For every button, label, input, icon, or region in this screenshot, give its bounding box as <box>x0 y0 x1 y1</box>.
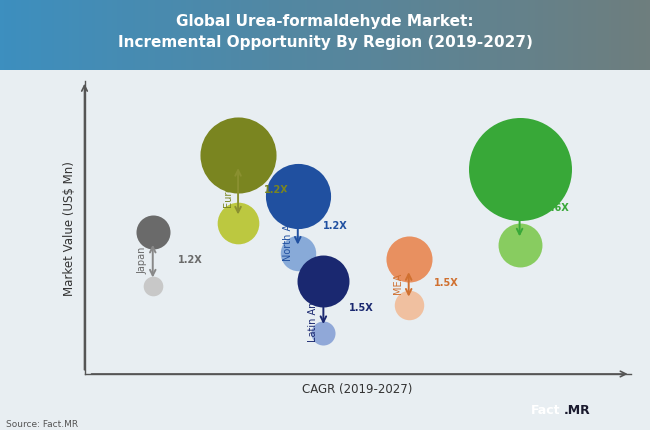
Text: 1.2X: 1.2X <box>178 254 203 264</box>
Point <box>514 166 525 172</box>
Text: Latin America: Latin America <box>308 273 318 341</box>
Y-axis label: Market Value (US$ Mn): Market Value (US$ Mn) <box>63 161 76 295</box>
Text: 1.2X: 1.2X <box>264 184 289 195</box>
Text: APEJ: APEJ <box>504 197 514 218</box>
Text: 1.5X: 1.5X <box>349 302 374 312</box>
Text: 1.2X: 1.2X <box>323 220 348 230</box>
Text: North America: North America <box>283 190 292 261</box>
Point <box>148 229 158 236</box>
Text: Fact: Fact <box>530 403 560 416</box>
Point <box>318 278 328 285</box>
Point <box>233 152 243 159</box>
Text: 1.5X: 1.5X <box>434 278 459 288</box>
X-axis label: CAGR (2019-2027): CAGR (2019-2027) <box>302 382 413 395</box>
Text: 1.6X: 1.6X <box>545 203 570 212</box>
Text: Source: Fact.MR: Source: Fact.MR <box>6 419 79 428</box>
Point <box>514 242 525 249</box>
Point <box>233 220 243 227</box>
Text: Japan: Japan <box>138 246 148 273</box>
Text: Global Urea-formaldehyde Market:
Incremental Opportunity By Region (2019-2027): Global Urea-formaldehyde Market: Increme… <box>118 14 532 50</box>
Point <box>404 256 414 263</box>
Text: Europe: Europe <box>223 172 233 207</box>
Point <box>318 330 328 337</box>
Point <box>148 283 158 290</box>
Text: MEA: MEA <box>393 272 404 293</box>
Point <box>404 302 414 309</box>
Text: .MR: .MR <box>564 403 590 416</box>
Point <box>292 250 303 257</box>
Point <box>292 193 303 200</box>
